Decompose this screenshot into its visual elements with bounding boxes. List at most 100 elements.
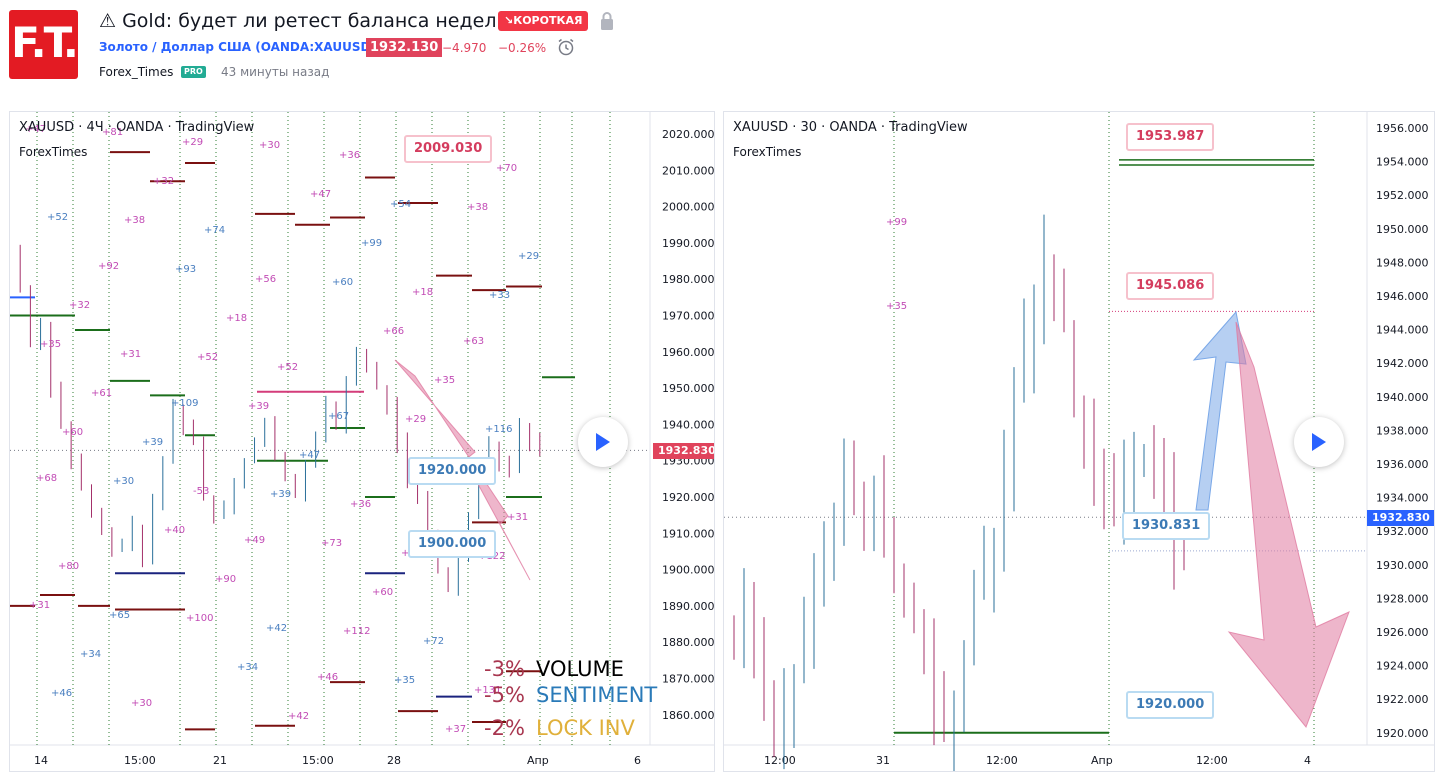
volume-mark: +73 bbox=[321, 538, 342, 549]
price-change-percent: −0.26% bbox=[498, 41, 547, 55]
forecast-arrow-down bbox=[1227, 321, 1350, 728]
play-button[interactable] bbox=[578, 417, 628, 467]
play-icon bbox=[596, 433, 610, 451]
price-change: −4.970 bbox=[442, 41, 487, 55]
price-tick-label: 1940.000 bbox=[1376, 391, 1429, 404]
legend-name: SENTIMENT bbox=[536, 683, 658, 707]
legend-row-lock-inv: -2% LOCK INV bbox=[484, 716, 635, 740]
legend-pct: -5% bbox=[484, 683, 525, 707]
volume-mark: +18 bbox=[412, 287, 433, 298]
volume-mark: +52 bbox=[197, 352, 218, 363]
volume-mark: +60 bbox=[62, 427, 83, 438]
price-tick-label: 1934.000 bbox=[1376, 492, 1429, 505]
volume-mark: +56 bbox=[255, 274, 276, 285]
time-tick-label: 28 bbox=[387, 754, 401, 767]
right-chart-panel[interactable]: 1956.000 1954.000 1952.000 1950.000 1948.000… bbox=[723, 111, 1435, 772]
volume-mark: +35 bbox=[886, 301, 907, 312]
volume-mark: +109 bbox=[171, 398, 198, 409]
forex-times-logo[interactable]: F.T. bbox=[9, 10, 79, 79]
volume-mark: +29 bbox=[518, 251, 539, 262]
price-tick-label: 1920.000 bbox=[1376, 727, 1429, 740]
volume-mark: +61 bbox=[91, 388, 112, 399]
level-label: 1920.000 bbox=[408, 457, 497, 485]
volume-mark: +116 bbox=[485, 424, 512, 435]
price-tick-label: 1980.000 bbox=[662, 273, 715, 286]
left-chart-subtitle: ForexTimes bbox=[19, 145, 88, 159]
right-chart-title: XAUUSD · 30 · OANDA · TradingView bbox=[733, 120, 968, 135]
price-tick-label: 1942.000 bbox=[1376, 357, 1429, 370]
volume-mark: +42 bbox=[288, 711, 309, 722]
level-label: 2009.030 bbox=[404, 135, 493, 163]
time-tick-label: 12:00 bbox=[1196, 754, 1228, 767]
volume-mark: +47 bbox=[299, 450, 320, 461]
level-label: 1930.831 bbox=[1122, 512, 1211, 540]
price-tick-label: 1928.000 bbox=[1376, 592, 1429, 605]
volume-mark: +36 bbox=[339, 150, 360, 161]
legend-row-volume: -3% VOLUME bbox=[484, 657, 624, 681]
price-tick-label: 1936.000 bbox=[1376, 458, 1429, 471]
price-tick-label: 1970.000 bbox=[662, 310, 715, 323]
legend-row-sentiment: -5% SENTIMENT bbox=[484, 683, 657, 707]
volume-mark: +30 bbox=[113, 476, 134, 487]
price-tick-label: 1900.000 bbox=[662, 564, 715, 577]
play-icon bbox=[1312, 433, 1326, 451]
level-label: 1900.000 bbox=[408, 530, 497, 558]
right-chart-subtitle: ForexTimes bbox=[733, 145, 802, 159]
last-price: 1932.130 bbox=[366, 38, 443, 57]
volume-mark: +35 bbox=[434, 375, 455, 386]
price-tick-label: 1926.000 bbox=[1376, 626, 1429, 639]
volume-mark: +34 bbox=[80, 649, 101, 660]
time-tick-label: Апр bbox=[527, 754, 549, 767]
volume-mark: +33 bbox=[489, 290, 510, 301]
pro-badge: PRO bbox=[181, 66, 206, 78]
idea-title: ⚠ Gold: будет ли ретест баланса недели? bbox=[99, 10, 519, 32]
left-chart-title: XAUUSD · 4Ч · OANDA · TradingView bbox=[19, 120, 255, 135]
time-tick-label: 21 bbox=[213, 754, 227, 767]
symbol-link[interactable]: Золото / Доллар США (OANDA:XAUUSD) bbox=[99, 40, 376, 54]
volume-mark: +60 bbox=[372, 587, 393, 598]
volume-mark: +30 bbox=[259, 140, 280, 151]
alarm-clock-icon[interactable] bbox=[556, 37, 576, 57]
volume-mark: +46 bbox=[51, 688, 72, 699]
price-tick-label: 1920.000 bbox=[662, 491, 715, 504]
publish-time: 43 минуты назад bbox=[221, 65, 330, 79]
price-tick-label: 1954.000 bbox=[1376, 156, 1429, 169]
author-name[interactable]: Forex_Times bbox=[99, 65, 174, 79]
play-button[interactable] bbox=[1294, 417, 1344, 467]
price-tick-label: 1910.000 bbox=[662, 527, 715, 540]
volume-mark: +67 bbox=[328, 411, 349, 422]
price-tick-label: 1950.000 bbox=[1376, 223, 1429, 236]
volume-mark: +74 bbox=[204, 225, 225, 236]
volume-mark: +29 bbox=[405, 414, 426, 425]
time-tick-label: 12:00 bbox=[764, 754, 796, 767]
legend-name: LOCK INV bbox=[536, 716, 635, 740]
volume-mark: +46 bbox=[317, 672, 338, 683]
volume-mark: +40 bbox=[164, 525, 185, 536]
volume-mark: +42 bbox=[266, 623, 287, 634]
volume-mark: +39 bbox=[270, 489, 291, 500]
left-chart-panel[interactable]: 2020.000 2010.000 2000.000 1990.000 1980.000… bbox=[9, 111, 715, 772]
volume-mark: +34 bbox=[237, 662, 258, 673]
price-tick-label: 1930.000 bbox=[1376, 559, 1429, 572]
volume-mark: +72 bbox=[423, 636, 444, 647]
volume-mark: +93 bbox=[175, 264, 196, 275]
short-badge: ↘КОРОТКАЯ bbox=[498, 11, 589, 31]
legend-pct: -2% bbox=[484, 716, 525, 740]
legend-pct: -3% bbox=[484, 657, 525, 681]
volume-mark: +99 bbox=[886, 217, 907, 228]
volume-mark: +39 bbox=[142, 437, 163, 448]
volume-mark: +63 bbox=[463, 336, 484, 347]
volume-mark: +80 bbox=[58, 561, 79, 572]
right-chart-canvas[interactable]: 1956.000 1954.000 1952.000 1950.000 1948.000… bbox=[724, 112, 1435, 772]
volume-mark: +92 bbox=[98, 261, 119, 272]
legend-name: VOLUME bbox=[536, 657, 624, 681]
volume-mark: +47 bbox=[310, 189, 331, 200]
current-price-tag: 1932.830 bbox=[1367, 510, 1434, 526]
volume-mark: +68 bbox=[36, 473, 57, 484]
price-tick-label: 1952.000 bbox=[1376, 189, 1429, 202]
volume-mark: +52 bbox=[47, 212, 68, 223]
volume-mark: +81 bbox=[102, 127, 123, 138]
forecast-arrow bbox=[394, 359, 531, 581]
time-tick-label: 12:00 bbox=[986, 754, 1018, 767]
price-tick-label: 1940.000 bbox=[662, 418, 715, 431]
